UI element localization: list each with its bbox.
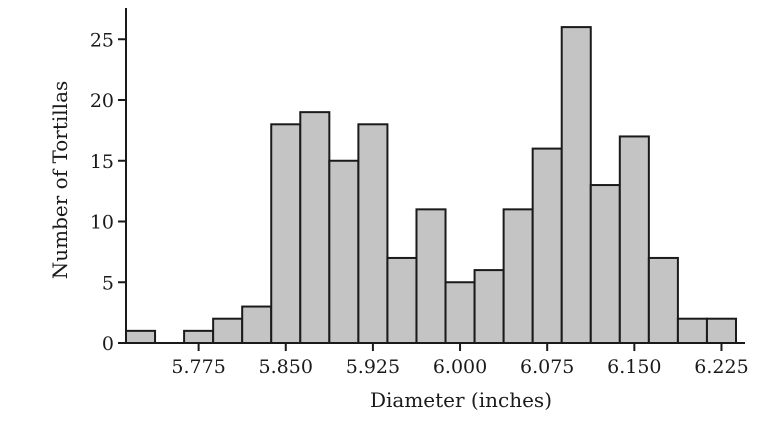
histogram-bar (125, 329, 157, 345)
histogram-bar (357, 123, 389, 344)
histogram-bar (299, 111, 331, 345)
histogram-bar (531, 147, 563, 344)
x-tick-label: 6.000 (433, 356, 487, 378)
histogram-bar (444, 281, 476, 344)
bars-group (125, 26, 738, 345)
histogram-bar (386, 256, 418, 345)
x-tick-label: 5.775 (171, 356, 225, 378)
y-tick-label: 20 (90, 90, 114, 112)
x-tick-label: 6.225 (694, 356, 748, 378)
histogram-bar (270, 123, 302, 344)
x-tick-label: 5.925 (346, 356, 400, 378)
x-tick-label: 6.075 (520, 356, 574, 378)
histogram-bar (560, 26, 592, 344)
y-ticks-group: 0 5 10 15 20 25 (90, 29, 126, 355)
y-tick-label: 25 (90, 29, 114, 51)
histogram-bar (415, 208, 447, 344)
y-tick-label: 0 (102, 333, 114, 355)
histogram-bar (241, 305, 273, 344)
histogram-bar (676, 317, 708, 345)
x-ticks-group: 5.775 5.850 5.925 6.000 6.075 6.150 6.225 (171, 343, 749, 378)
x-axis-title: Diameter (inches) (370, 388, 552, 412)
x-tick-label: 6.150 (607, 356, 661, 378)
histogram-bar (618, 135, 650, 344)
histogram-bar (473, 269, 505, 345)
histogram-bar (183, 329, 215, 345)
histogram-bar (589, 184, 621, 344)
histogram-bar (705, 317, 738, 345)
histogram-bar (328, 159, 360, 344)
y-tick-label: 15 (90, 151, 114, 173)
histogram-bar (502, 208, 534, 344)
histogram-bar (647, 256, 679, 345)
y-axis-title: Number of Tortillas (48, 81, 72, 280)
y-tick-label: 5 (102, 272, 114, 294)
x-tick-label: 5.850 (259, 356, 313, 378)
y-tick-label: 10 (90, 212, 114, 234)
histogram-bar (212, 317, 244, 345)
